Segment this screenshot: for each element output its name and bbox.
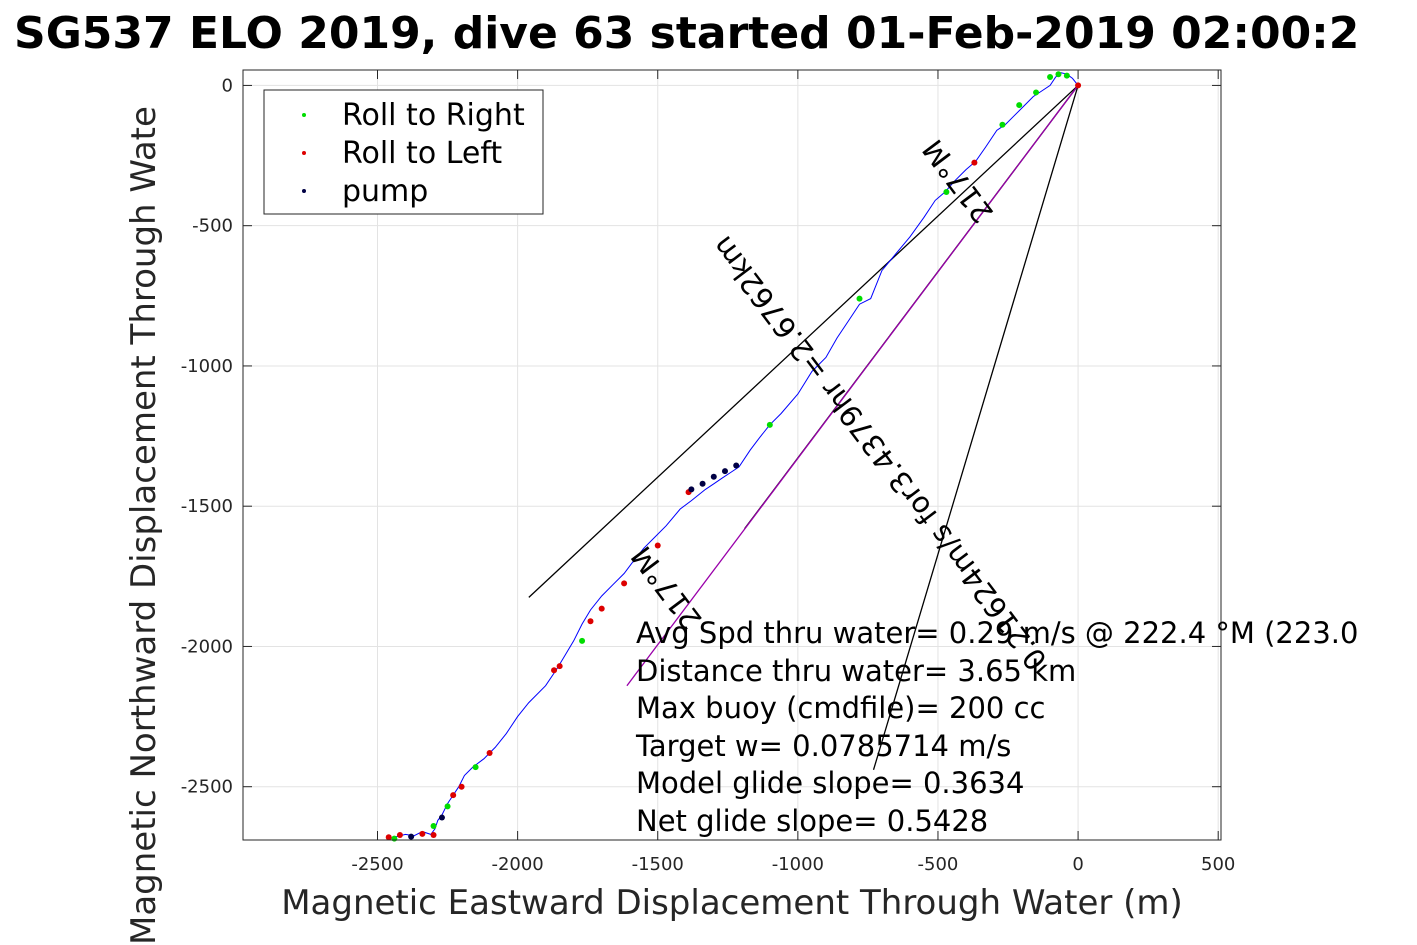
x-axis-label: Magnetic Eastward Displacement Through W…: [281, 883, 1183, 923]
reference-lines: [528, 84, 1079, 771]
y-tick-labels: -2500 -2000 -1500 -1000 -500 0: [181, 75, 233, 797]
tick-marks: [243, 70, 1221, 840]
annotation-distance: Distance thru water= 3.65 km: [636, 654, 1076, 688]
roll-left-point: [551, 667, 558, 674]
roll-right-point: [391, 835, 398, 842]
plot-frame: [242, 69, 1222, 841]
chart-title: SG537 ELO 2019, dive 63 started 01-Feb-2…: [14, 8, 1359, 59]
roll-left-point: [450, 792, 457, 799]
roll-right-point: [1063, 72, 1070, 79]
pump-point: [721, 468, 728, 475]
roll-right-point: [943, 189, 950, 196]
x-tick-label: -2000: [491, 854, 543, 875]
roll-left-point: [385, 834, 392, 841]
plot-area: 0.21624m/s for3.4379hr =2.6762km217°M217…: [242, 69, 1222, 842]
roll-left-point: [621, 580, 628, 587]
x-tick-label: 500: [1201, 854, 1235, 875]
roll-right-point: [1033, 89, 1040, 96]
legend-marker-roll-left: [302, 151, 306, 155]
roll-left-point: [971, 159, 978, 166]
roll-left-point: [1075, 82, 1082, 89]
y-tick-label: -2500: [181, 777, 233, 798]
roll-left-point: [486, 750, 493, 757]
y-tick-label: -1500: [181, 496, 233, 517]
roll-left-point: [598, 605, 605, 612]
roll-left-point: [430, 831, 437, 838]
grid: [243, 70, 1221, 840]
series-layer: [391, 72, 1079, 841]
roll-left-point: [458, 783, 465, 790]
annotation-net-glide: Net glide slope= 0.5428: [636, 804, 988, 838]
pump-point: [710, 473, 717, 480]
marker-layer: [385, 71, 1082, 842]
legend: Roll to Right Roll to Left pump: [263, 89, 544, 215]
roll-right-point: [579, 637, 586, 644]
annotation-avg-speed: Avg Spd thru water= 0.29 m/s @ 222.4 °M …: [636, 616, 1358, 650]
legend-box: [263, 89, 544, 215]
track-line: [391, 72, 1079, 841]
y-tick-label: -1000: [181, 356, 233, 377]
roll-left-point: [587, 618, 594, 625]
reference-line: [872, 85, 1079, 771]
roll-left-point: [654, 542, 661, 549]
annotation-model-glide: Model glide slope= 0.3634: [636, 766, 1024, 800]
x-tick-label: -2500: [351, 854, 403, 875]
roll-right-point: [1047, 74, 1054, 81]
y-tick-label: -2000: [181, 636, 233, 657]
x-tick-label: 0: [1072, 854, 1083, 875]
y-axis-label: Magnetic Northward Displacement Through …: [124, 106, 164, 945]
roll-right-point: [856, 295, 863, 302]
pump-point: [699, 480, 706, 487]
pump-point: [408, 833, 415, 840]
roll-right-point: [1016, 102, 1023, 109]
reference-line: [626, 85, 1079, 687]
roll-right-point: [766, 421, 773, 428]
roll-left-point: [396, 831, 403, 838]
roll-right-point: [430, 822, 437, 829]
annotation-target-w: Target w= 0.0785714 m/s: [635, 729, 1011, 763]
x-tick-labels: -2500 -2000 -1500 -1000 -500 0 500: [351, 854, 1235, 875]
legend-label-pump: pump: [342, 174, 428, 209]
y-tick-label: 0: [222, 75, 233, 96]
pump-point: [438, 814, 445, 821]
roll-right-point: [444, 803, 451, 810]
legend-label-roll-left: Roll to Left: [342, 136, 502, 171]
x-tick-label: -500: [918, 854, 959, 875]
legend-marker-roll-right: [302, 113, 306, 117]
legend-marker-pump: [302, 189, 306, 193]
roll-right-point: [999, 121, 1006, 128]
roll-right-point: [472, 764, 479, 771]
x-tick-label: -1000: [772, 854, 824, 875]
roll-left-point: [419, 830, 426, 837]
x-tick-label: -1500: [632, 854, 684, 875]
stats-annotations: Avg Spd thru water= 0.29 m/s @ 222.4 °M …: [635, 616, 1358, 838]
reference-line: [528, 84, 1079, 598]
roll-left-point: [556, 663, 563, 670]
y-tick-label: -500: [192, 216, 233, 237]
pump-point: [733, 462, 740, 469]
roll-right-point: [1055, 71, 1062, 78]
annotation-max-buoy: Max buoy (cmdfile)= 200 cc: [636, 691, 1045, 725]
legend-label-roll-right: Roll to Right: [342, 98, 525, 133]
pump-point: [688, 486, 695, 493]
